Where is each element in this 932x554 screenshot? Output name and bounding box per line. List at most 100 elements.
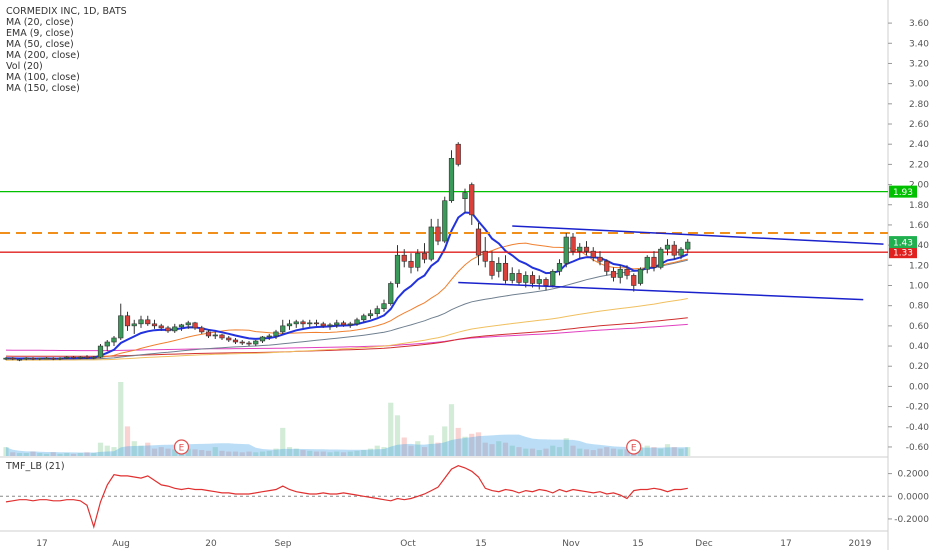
legend-item: MA (100, close) — [6, 72, 80, 83]
candle-body — [300, 321, 306, 325]
volume-bar — [442, 426, 448, 456]
volume-bar — [496, 441, 502, 456]
candle-body — [428, 226, 434, 260]
volume-bar — [131, 441, 137, 456]
candle-body — [482, 250, 488, 262]
volume-bar — [259, 451, 266, 456]
volume-bar — [205, 450, 212, 456]
price-tick-label: 3.40 — [909, 39, 929, 49]
volume-bar — [563, 438, 569, 456]
tmf-title: TMF_LB (21) — [6, 461, 65, 472]
volume-bar — [543, 448, 549, 456]
candle-body — [462, 192, 468, 199]
volume-bar — [556, 447, 563, 456]
time-axis-label: Sep — [275, 539, 292, 549]
volume-bar — [435, 442, 441, 456]
price-tick-label: 0.00 — [909, 382, 929, 392]
volume-bar — [374, 445, 380, 456]
volume-bar — [489, 444, 495, 456]
ma50-line — [6, 259, 688, 360]
volume-bar — [77, 453, 83, 456]
volume-bar — [448, 404, 455, 456]
price-tick-label: 3.60 — [909, 19, 929, 29]
price-tick-label: 3.20 — [909, 59, 929, 69]
candle-body — [583, 246, 590, 252]
candle-body — [448, 158, 455, 202]
volume-bar — [421, 447, 428, 456]
last-price-tag-label: 1.43 — [893, 239, 913, 249]
volume-bar — [570, 445, 576, 456]
price-tick-label: -0.40 — [906, 423, 930, 433]
volume-bar — [604, 447, 610, 456]
volume-bar — [307, 450, 313, 456]
candle-body — [97, 345, 104, 358]
volume-bar — [280, 427, 286, 456]
volume-bar — [30, 451, 36, 456]
level-price-tag-label: 1.93 — [893, 188, 913, 198]
candle-body — [91, 356, 97, 359]
chart-title: CORMEDIX INC, 1D, BATS — [6, 6, 127, 17]
candle-body — [644, 256, 650, 270]
candle-body — [232, 339, 239, 343]
volume-bar — [361, 450, 367, 456]
time-axis-label: Oct — [400, 539, 416, 549]
volume-bar — [617, 449, 623, 456]
volume-bar — [84, 452, 90, 456]
candle-body — [104, 341, 110, 347]
volume-bar — [482, 442, 488, 456]
volume-bar — [300, 450, 306, 456]
volume-bar — [523, 448, 529, 456]
ma150-line — [5, 317, 688, 357]
last-price-tag — [889, 236, 917, 249]
volume-bar — [475, 432, 482, 456]
volume-bar — [226, 451, 232, 456]
candle-body — [3, 357, 9, 360]
volume-bar — [610, 448, 617, 456]
price-tick-label: 0.80 — [909, 302, 929, 312]
volume-bar — [165, 448, 171, 456]
time-axis-label: Aug — [112, 539, 130, 549]
volume-bar — [151, 448, 158, 456]
price-tick-label: -0.20 — [906, 403, 930, 413]
candle-body — [253, 340, 259, 345]
candle-body — [313, 322, 320, 325]
volume-bar — [219, 450, 225, 456]
volume-bar — [57, 453, 63, 456]
volume-bar — [685, 447, 691, 456]
candle-body — [604, 260, 610, 272]
candle-body — [178, 324, 185, 328]
candle-body — [577, 246, 583, 252]
volume-bar — [516, 447, 522, 456]
volume-bar — [266, 450, 272, 456]
candle-body — [185, 322, 191, 326]
volume-bar — [239, 452, 245, 456]
volume-bar — [192, 449, 198, 456]
candle-body — [43, 357, 50, 360]
tmf-tick-label: 0.0000 — [898, 492, 930, 502]
candle-body — [23, 357, 29, 360]
volume-bar — [381, 447, 387, 456]
candle-body — [590, 250, 596, 258]
level-price-tag — [889, 185, 917, 198]
volume-bar — [246, 451, 252, 456]
candle-body — [131, 323, 137, 327]
time-axis-label: 15 — [475, 539, 486, 549]
candle-body — [111, 337, 117, 343]
candle-body — [631, 275, 637, 286]
price-tick-label: 0.40 — [909, 342, 929, 352]
candle-body — [475, 228, 482, 256]
candle-body — [469, 184, 475, 216]
price-tick-label: 1.60 — [909, 221, 929, 231]
candle-body — [347, 323, 353, 326]
candle-body — [118, 315, 124, 339]
volume-bar — [637, 447, 644, 456]
time-axis-label: 17 — [780, 539, 791, 549]
candle-body — [367, 313, 374, 317]
candle-body — [637, 269, 644, 284]
legend-item: MA (200, close) — [6, 50, 80, 61]
candle-body — [219, 334, 225, 339]
volume-bar — [327, 452, 333, 456]
volume-bar — [502, 442, 509, 456]
